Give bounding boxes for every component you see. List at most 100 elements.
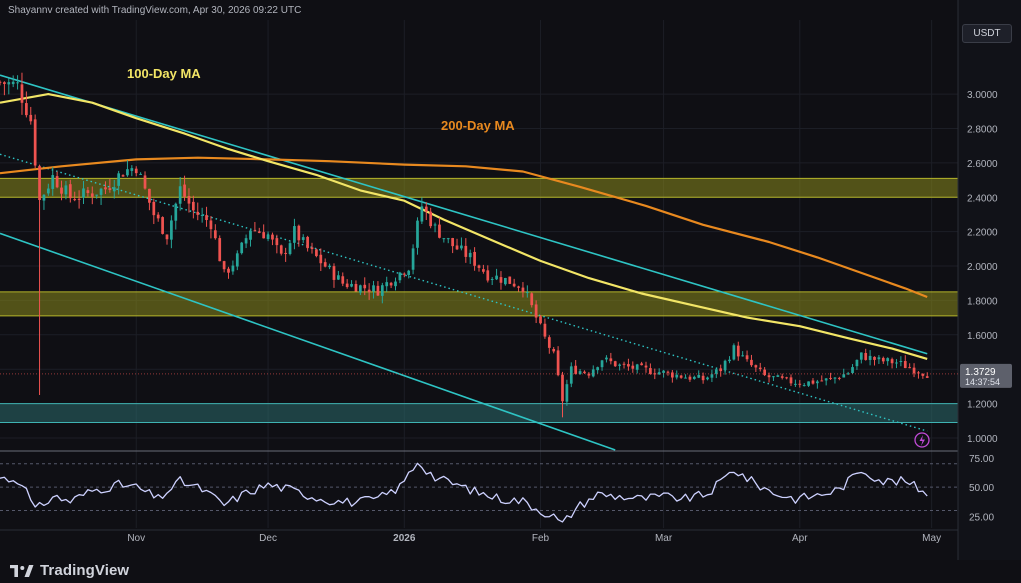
candle-body [868,355,872,360]
candle-body [323,262,327,267]
candle-body [411,248,415,270]
candle-body [517,286,520,288]
candle-body [635,364,639,370]
rsi-panel [0,462,958,523]
chart-attribution: Shayannv created with TradingView.com, A… [8,5,302,16]
candle-body [284,252,288,254]
candle-body [398,272,402,281]
candle-body [670,372,674,378]
candle-body [148,188,151,203]
tradingview-brand[interactable]: TradingView [10,561,129,580]
candle-body [736,345,740,357]
candle-body [134,168,138,174]
candle-body [767,375,771,378]
moving-averages [0,93,928,360]
candle-body [319,254,323,264]
candle-body [429,211,433,227]
candle-body [824,378,828,381]
candle-body [455,245,459,250]
candle-body [886,358,890,362]
price-tick-label: 1.6000 [967,331,998,342]
candle-body [51,175,55,189]
candle-body [95,194,99,196]
channel-dotted-midline [0,153,928,432]
price-tick-label: 2.0000 [967,262,998,273]
candle-body [684,377,687,379]
candle-body [499,277,503,283]
candle-body [249,230,252,240]
support-resistance-zones [0,177,958,423]
candle-body [512,283,516,287]
candle-body [675,374,679,378]
candle-body [332,266,336,280]
candle-body [235,253,239,267]
rsi-line [0,462,928,523]
candle-body [618,364,621,366]
candle-body [407,270,411,276]
candle-body [776,375,780,377]
candle-body [539,316,542,324]
candle-body [161,217,164,234]
ma100-line [0,93,928,360]
candle-body [187,195,191,204]
candle-body [55,176,59,188]
candle-body [565,384,569,402]
current-price-value: 1.3729 [965,367,996,378]
candle-body [218,238,222,262]
candle-body [46,188,50,194]
candle-body [165,234,169,240]
candle-body [631,365,635,369]
brand-name: TradingView [40,562,130,579]
candle-body [917,372,920,374]
candle-body [877,357,881,360]
candle-body [873,356,876,360]
candle-body [829,377,832,379]
candle-body [750,359,753,366]
candle-body [82,188,85,198]
candle-body [86,190,90,194]
candle-body [315,249,318,257]
candle-body [490,278,494,280]
candle-body [846,373,850,375]
time-tick-label: Dec [259,533,277,544]
candle-body [679,375,683,378]
candle-body [477,265,481,268]
candle-body [745,355,749,360]
candle-body [11,81,15,85]
candle-body [358,285,362,293]
candle-body [170,220,173,240]
candle-body [271,234,274,240]
channel-upper-line [0,74,928,355]
candle-body [701,375,705,381]
candle-body [90,193,94,197]
tradingview-logo-icon [10,564,34,578]
candle-body [139,173,142,175]
candle-body [372,285,375,292]
candle-body [433,224,437,226]
candle-body [495,275,498,280]
candle-body [376,285,380,296]
candle-body [486,270,490,281]
candle-body [293,226,296,243]
price-tick-label: 2.2000 [967,228,998,239]
candle-body [811,380,815,384]
candle-body [719,368,723,372]
candle-body [763,369,767,376]
candle-body [420,206,424,222]
candle-body [772,376,775,378]
candle-body [231,265,235,272]
candle-body [754,365,758,368]
candle-body [446,238,450,240]
candle-body [367,289,371,293]
candle-body [552,348,556,352]
candle-body [895,362,898,364]
candle-body [25,103,28,116]
currency-selector[interactable]: USDT [962,24,1012,43]
candle-body [306,236,309,249]
candle-body [3,82,6,84]
candle-body [424,206,428,212]
lightning-icon [914,432,930,448]
